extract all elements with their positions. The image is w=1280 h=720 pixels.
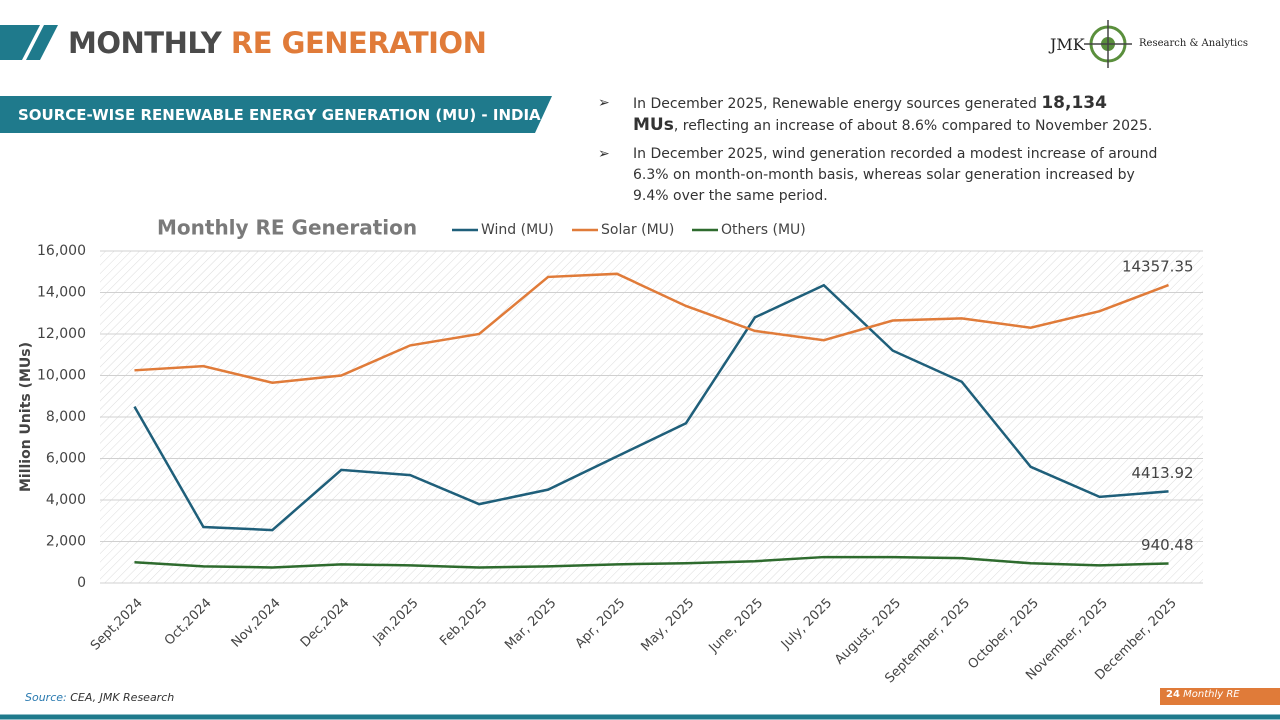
footer: 24 Monthly RE xyxy=(1166,689,1240,700)
bullet: ➢ In December 2025, Renewable energy sour… xyxy=(598,93,1153,135)
page-title: MONTHLY RE GENERATION xyxy=(68,26,487,60)
line xyxy=(134,555,1169,569)
x-tick-label: Feb,2025 xyxy=(437,596,490,649)
title-part: RE GENERATION xyxy=(230,26,487,60)
x-tick-label: May, 2025 xyxy=(638,596,697,655)
x-tick-label: Jan,2025 xyxy=(370,596,422,648)
data-label: 940.48 xyxy=(1141,536,1194,554)
legend-label: Solar (MU) xyxy=(601,222,674,238)
legend-label: Wind (MU) xyxy=(481,222,554,238)
bullet-text: In December 2025, Renewable energy sourc… xyxy=(633,96,1042,112)
x-tick-label: June, 2025 xyxy=(706,596,767,657)
y-tick-label: 12,000 xyxy=(37,326,86,342)
line xyxy=(134,272,1169,385)
x-tick-label: Sept,2024 xyxy=(88,596,146,654)
y-tick-label: 2,000 xyxy=(46,534,86,550)
x-tick-label: July, 2025 xyxy=(778,596,835,653)
y-tick-label: 8,000 xyxy=(46,409,86,425)
x-tick-label: Mar, 2025 xyxy=(502,596,559,653)
x-tick-label: August, 2025 xyxy=(832,596,904,668)
banner-shape xyxy=(0,96,552,133)
legend-label: Others (MU) xyxy=(721,222,806,238)
logo-sub: Research & Analytics xyxy=(1139,38,1248,49)
data-label: 14357.35 xyxy=(1122,258,1194,276)
bullet: ➢ In December 2025, wind generation recor… xyxy=(598,144,1158,207)
footer-box xyxy=(1160,688,1280,705)
x-tick-label: Oct,2024 xyxy=(162,596,215,649)
x-tick-label: October, 2025 xyxy=(965,596,1042,673)
x-tick-label: Nov,2024 xyxy=(229,596,284,651)
footer-section: Monthly RE xyxy=(1183,689,1240,700)
bullet-emphasis: 18,134 MUs xyxy=(633,93,1107,135)
source-label: Source: xyxy=(25,691,67,704)
source-text: CEA, JMK Research xyxy=(70,691,175,704)
y-tick-label: 6,000 xyxy=(46,451,86,467)
line xyxy=(133,283,1169,532)
x-tick-label: Apr, 2025 xyxy=(573,596,629,652)
y-tick-label: 10,000 xyxy=(37,368,86,384)
header-shape xyxy=(0,25,40,60)
y-tick-label: 14,000 xyxy=(37,285,86,301)
x-tick-label: Dec,2024 xyxy=(298,596,353,651)
data-label: 4413.92 xyxy=(1132,464,1194,482)
banner-text: SOURCE-WISE RENEWABLE ENERGY GENERATION … xyxy=(18,106,541,124)
y-tick-label: 16,000 xyxy=(37,243,86,259)
logo-main: JMK xyxy=(1050,35,1085,54)
source: Source: CEA, JMK Research xyxy=(25,691,174,704)
header-shape xyxy=(26,25,58,60)
bullet-text: In December 2025, wind generation record… xyxy=(633,146,1158,204)
y-tick-label: 0 xyxy=(77,575,86,591)
chart-title: Monthly RE Generation xyxy=(157,216,417,240)
bullet-text: , reflecting an increase of about 8.6% c… xyxy=(673,118,1153,134)
y-tick-label: 4,000 xyxy=(46,492,86,508)
title-part: MONTHLY xyxy=(68,26,222,60)
y-axis-label: Million Units (MUs) xyxy=(18,342,34,492)
page-number: 24 xyxy=(1166,689,1180,700)
